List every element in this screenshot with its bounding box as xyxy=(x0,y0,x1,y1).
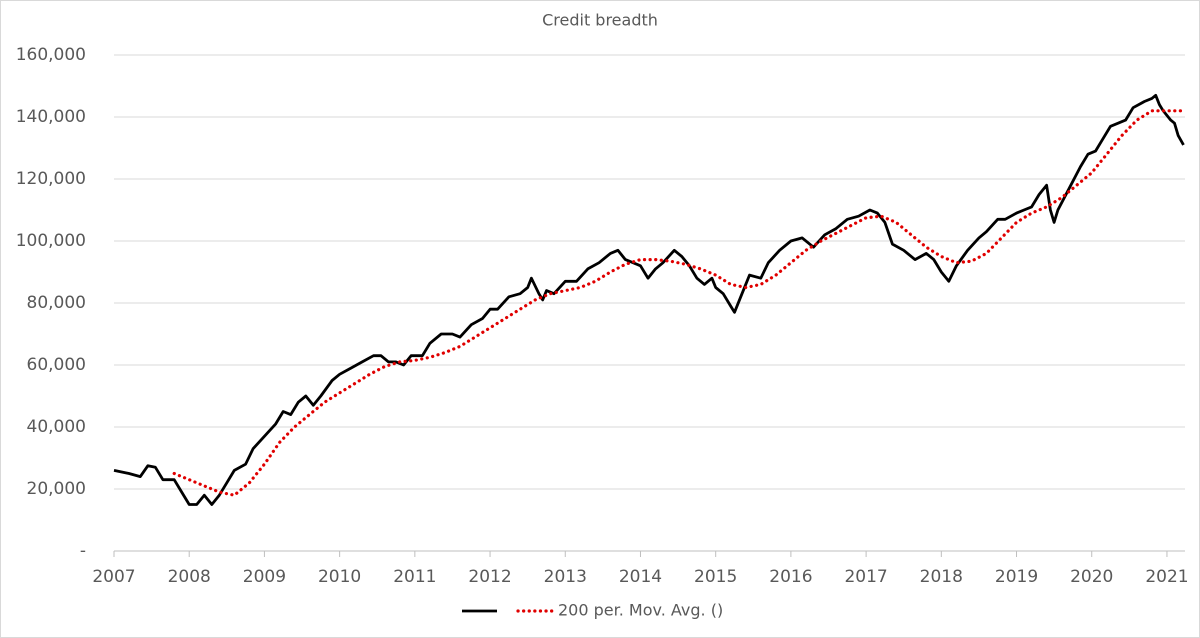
y-tick-label: 120,000 xyxy=(16,169,86,189)
x-tick-label: 2013 xyxy=(544,567,587,587)
series-line xyxy=(113,93,1185,506)
x-tick-label: 2020 xyxy=(1070,567,1113,587)
x-tick-label: 2019 xyxy=(995,567,1038,587)
y-tick-label: 100,000 xyxy=(16,231,86,251)
x-tick-label: 2009 xyxy=(243,567,286,587)
x-tick-label: 2018 xyxy=(920,567,963,587)
x-tick-label: 2012 xyxy=(468,567,511,587)
y-tick-label: 40,000 xyxy=(27,417,86,437)
y-tick-label: 140,000 xyxy=(16,107,86,127)
y-tick-label: 20,000 xyxy=(27,479,86,499)
y-tick-label: 160,000 xyxy=(16,45,86,65)
series-line xyxy=(172,109,1184,497)
x-tick-label: 2011 xyxy=(393,567,436,587)
x-tick-label: 2007 xyxy=(92,567,135,587)
x-tick-label: 2015 xyxy=(694,567,737,587)
chart-title: Credit breadth xyxy=(542,11,658,30)
x-tick-label: 2017 xyxy=(844,567,887,587)
y-tick-label: - xyxy=(80,541,86,561)
x-tick-label: 2008 xyxy=(168,567,211,587)
x-tick-label: 2021 xyxy=(1145,567,1188,587)
y-tick-label: 80,000 xyxy=(27,293,86,313)
legend-label: 200 per. Mov. Avg. () xyxy=(558,601,723,620)
x-tick-label: 2010 xyxy=(318,567,361,587)
x-tick-label: 2014 xyxy=(619,567,662,587)
y-tick-label: 60,000 xyxy=(27,355,86,375)
x-tick-label: 2016 xyxy=(769,567,812,587)
